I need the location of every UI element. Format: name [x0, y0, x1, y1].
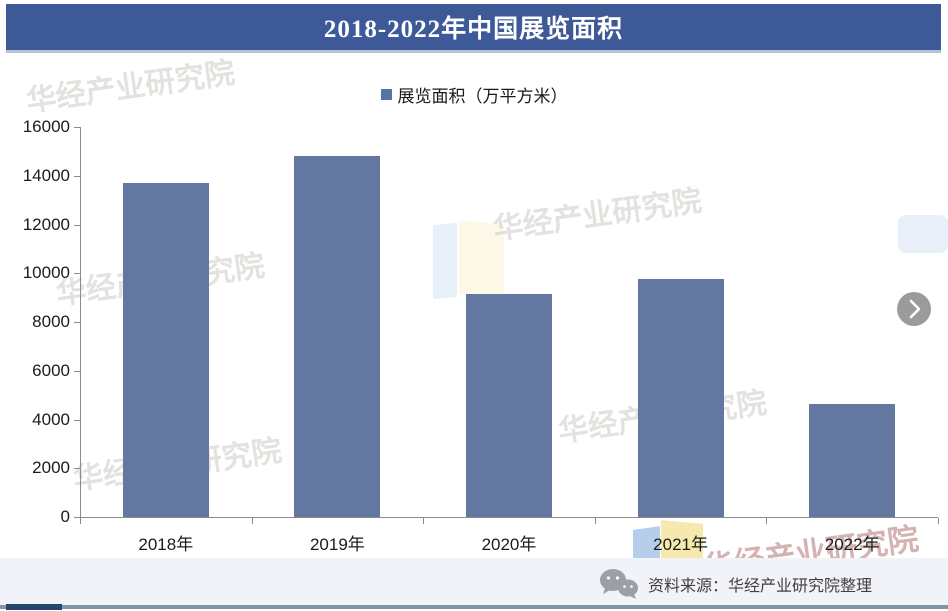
y-tick-label: 16000 [22, 117, 70, 136]
y-tick-mark [74, 175, 80, 177]
source-text: 资料来源：华经产业研究院整理 [648, 578, 873, 595]
y-tick-mark [74, 419, 80, 421]
bar-2018年 [122, 183, 209, 517]
x-tick-mark [594, 518, 596, 524]
chart-title: 2018-2022年中国展览面积 [323, 16, 624, 43]
legend-marker [380, 88, 392, 100]
y-axis-line [80, 127, 81, 517]
watermark-logo-yellow-mid [459, 220, 504, 298]
bar-2022年 [809, 403, 896, 517]
bottom-progress-track [0, 605, 948, 609]
y-tick-label: 0 [60, 507, 70, 526]
bar-2020年 [466, 293, 552, 517]
legend-label: 展览面积（万平方米） [397, 86, 568, 106]
x-tick-mark [938, 518, 939, 524]
bar-2021年 [637, 279, 724, 517]
y-tick-label: 4000 [32, 409, 70, 429]
chart-title-banner: 2018-2022年中国展览面积 [6, 4, 941, 53]
y-tick-mark [74, 370, 80, 372]
x-tick-mark [766, 518, 768, 524]
watermark-logo-blue-mid [433, 222, 457, 300]
y-tick-mark [74, 127, 80, 128]
chart-legend: 展览面积（万平方米） [0, 82, 948, 106]
source-row: 资料来源：华经产业研究院整理 [598, 566, 872, 602]
y-tick-label: 10000 [22, 263, 70, 283]
y-tick-label: 12000 [22, 214, 70, 234]
y-tick-mark [74, 273, 80, 275]
y-tick-label: 6000 [32, 360, 70, 380]
y-tick-mark [74, 322, 80, 323]
x-tick-mark [80, 518, 81, 524]
watermark-text: 华经产业研究院 [491, 184, 704, 247]
x-tick-mark [423, 518, 425, 524]
x-tick-label: 2021年 [653, 535, 708, 554]
carousel-next-button[interactable] [897, 292, 931, 326]
wechat-icon [600, 569, 638, 599]
x-tick-label: 2022年 [824, 535, 880, 554]
y-tick-label: 14000 [22, 165, 70, 185]
x-tick-label: 2019年 [309, 535, 365, 554]
y-tick-label: 2000 [32, 458, 70, 478]
y-tick-label: 8000 [32, 312, 70, 331]
x-tick-label: 2018年 [138, 535, 194, 554]
bottom-progress-indicator [6, 604, 62, 610]
watermark-logo-blue-right [898, 215, 948, 253]
bar-2019年 [294, 156, 381, 517]
y-tick-mark [74, 517, 80, 518]
chevron-right-icon [909, 299, 921, 319]
footer-strip [0, 558, 948, 605]
y-tick-mark [74, 224, 80, 226]
x-tick-label: 2020年 [481, 535, 537, 554]
y-tick-mark [74, 468, 80, 470]
x-tick-mark [251, 518, 253, 524]
x-axis-line [80, 517, 938, 518]
